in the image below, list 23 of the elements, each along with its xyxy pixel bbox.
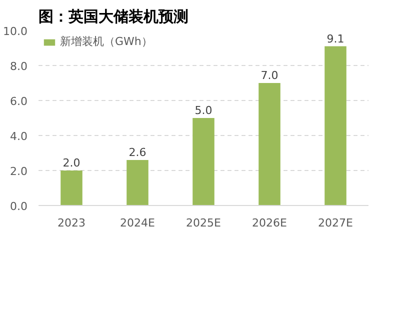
- x-tick-label: 2024E: [120, 216, 156, 230]
- x-tick-label: 2027E: [318, 216, 354, 230]
- y-tick-label: 10.0: [3, 25, 28, 38]
- bar: [324, 46, 346, 206]
- data-label: 2.6: [128, 146, 146, 159]
- bar: [60, 170, 82, 206]
- x-tick-label: 2026E: [252, 216, 288, 230]
- y-tick-label: 8.0: [10, 60, 28, 73]
- x-tick-label: 2023: [58, 216, 86, 230]
- x-tick-label: 2025E: [186, 216, 222, 230]
- data-label: 2.0: [62, 156, 80, 170]
- data-label: 5.0: [194, 104, 212, 117]
- bar: [126, 160, 148, 206]
- y-tick-label: 4.0: [10, 130, 28, 143]
- legend-label: 新增装机（GWh）: [60, 34, 152, 49]
- data-label: 7.0: [260, 69, 278, 82]
- y-tick-label: 6.0: [10, 95, 28, 108]
- bar: [192, 118, 214, 206]
- y-tick-label: 0.0: [10, 200, 28, 213]
- bar: [258, 83, 280, 206]
- data-label: 9.1: [326, 32, 344, 46]
- chart-title: 图：英国大储装机预测: [38, 8, 188, 26]
- y-tick-label: 2.0: [10, 165, 28, 178]
